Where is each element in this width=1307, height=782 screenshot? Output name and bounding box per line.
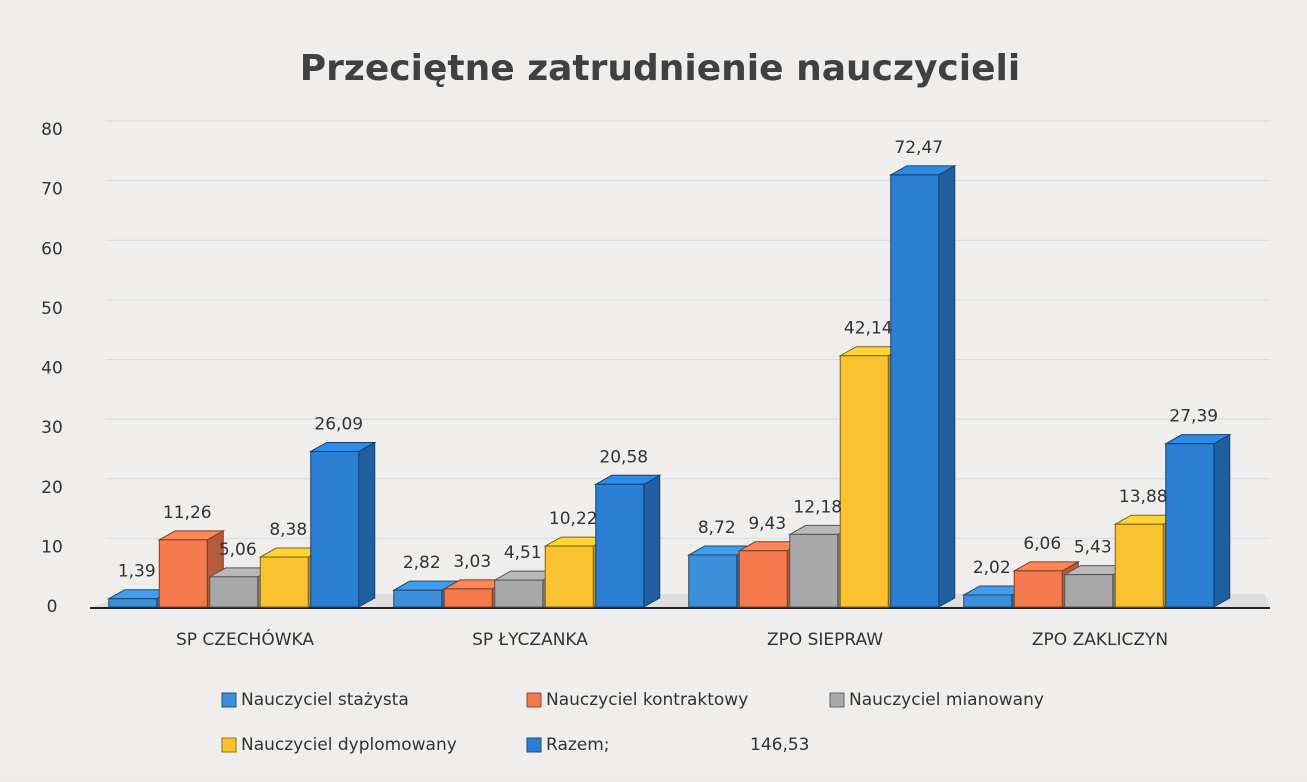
annotation: 146,53 <box>750 735 809 755</box>
bar <box>308 441 377 608</box>
bar-front <box>310 450 360 608</box>
data-label: 13,88 <box>1119 487 1168 507</box>
bar-front <box>595 483 645 608</box>
bar-side <box>938 165 956 608</box>
bar <box>961 585 1030 608</box>
bar <box>593 474 662 608</box>
bar-front <box>839 355 889 608</box>
bar-front <box>443 588 493 608</box>
data-label: 72,47 <box>894 138 943 158</box>
bar-front <box>259 556 309 608</box>
data-label: 11,26 <box>163 503 212 523</box>
data-label: 9,43 <box>748 514 786 534</box>
data-label: 2,82 <box>403 553 441 573</box>
data-label: 26,09 <box>314 414 363 434</box>
y-tick-label: 30 <box>41 418 63 438</box>
legend-label: Nauczyciel mianowany <box>849 690 1044 710</box>
data-label: 42,14 <box>844 319 893 339</box>
bar-front <box>688 554 738 608</box>
bar-front <box>1064 574 1114 608</box>
bar <box>888 165 957 608</box>
y-tick-label: 80 <box>41 120 63 140</box>
x-tick-label: ZPO SIEPRAW <box>767 630 883 650</box>
y-tick-label: 0 <box>47 597 58 617</box>
bar-front <box>108 598 158 608</box>
data-label: 6,06 <box>1023 534 1061 554</box>
bar-front <box>890 174 940 608</box>
bar-front <box>789 533 839 608</box>
bar-front <box>494 579 544 608</box>
data-label: 2,02 <box>973 558 1011 578</box>
bar-front <box>209 576 259 608</box>
bar-side <box>358 441 376 608</box>
chart-title: Przeciętne zatrudnienie nauczycieli <box>300 48 1020 89</box>
x-tick-label: SP ŁYCZANKA <box>472 630 588 650</box>
y-tick-label: 60 <box>41 239 63 259</box>
bar-front <box>1013 570 1063 608</box>
data-label: 12,18 <box>793 497 842 517</box>
bar-front <box>544 545 594 608</box>
legend-label: Nauczyciel dyplomowany <box>241 735 457 755</box>
data-label: 3,03 <box>453 552 491 572</box>
y-tick-label: 40 <box>41 359 63 379</box>
x-tick-label: ZPO ZAKLICZYN <box>1032 630 1168 650</box>
y-tick-label: 50 <box>41 299 63 319</box>
data-label: 27,39 <box>1169 407 1218 427</box>
x-tick-label: SP CZECHÓWKA <box>176 628 314 650</box>
data-label: 8,72 <box>698 518 736 538</box>
bar-side <box>643 474 661 608</box>
data-label: 20,58 <box>599 447 648 467</box>
y-tick-label: 10 <box>41 537 63 557</box>
legend-swatch <box>829 692 845 708</box>
legend-swatch <box>526 692 542 708</box>
bar-front <box>1165 443 1215 608</box>
data-label: 5,43 <box>1074 538 1112 558</box>
bar-front <box>738 550 788 608</box>
bar-front <box>158 539 208 608</box>
bar-front <box>1114 523 1164 608</box>
data-label: 8,38 <box>269 520 307 540</box>
legend-swatch <box>221 737 237 753</box>
legend-swatch <box>221 692 237 708</box>
legend-swatch <box>526 737 542 753</box>
bar-front <box>393 589 443 608</box>
data-label: 10,22 <box>549 509 598 529</box>
data-label: 5,06 <box>219 540 257 560</box>
bar-side <box>1213 433 1231 608</box>
bar <box>1163 433 1232 608</box>
legend-label: Nauczyciel kontraktowy <box>546 690 748 710</box>
data-label: 4,51 <box>504 543 542 563</box>
legend-label: Nauczyciel stażysta <box>241 690 409 710</box>
data-label: 1,39 <box>118 562 156 582</box>
y-tick-label: 20 <box>41 478 63 498</box>
legend-label: Razem; <box>546 735 610 755</box>
y-tick-label: 70 <box>41 180 63 200</box>
bar-front <box>963 594 1013 608</box>
